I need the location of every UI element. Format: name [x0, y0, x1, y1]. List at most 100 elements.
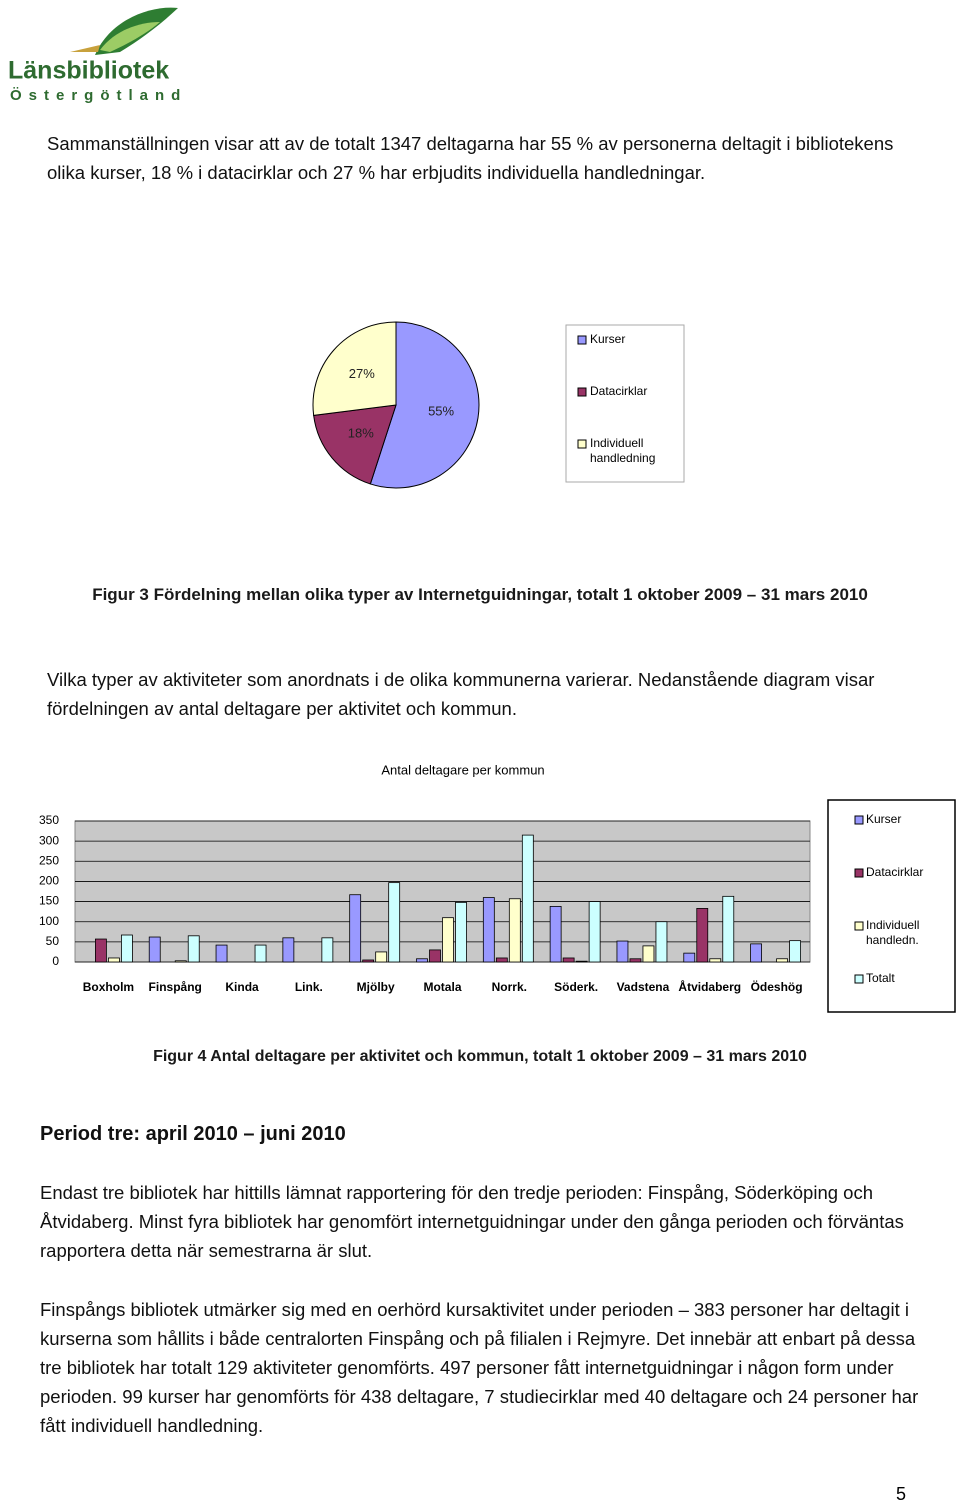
figure-caption: Figur 4 Antal deltagare per aktivitet oc…	[153, 1048, 807, 1065]
legend-label-box: Kurser	[866, 812, 902, 826]
bar	[750, 943, 762, 963]
x-tick-label: Motala	[423, 980, 461, 994]
bar	[776, 958, 788, 963]
logo: Länsbibliotek Östergötland	[8, 7, 187, 104]
pie-slice	[369, 321, 480, 489]
legend-label-box: Kurser	[590, 332, 626, 346]
x-tick-label: Boxholm	[83, 980, 134, 994]
figure-caption: Figur 3 Fördelning mellan olika typer av…	[92, 585, 868, 604]
bar	[121, 934, 133, 963]
legend-label: Kurser	[590, 332, 626, 346]
legend-label: Datacirklar	[866, 865, 924, 879]
bar	[282, 937, 295, 963]
bar	[629, 958, 642, 963]
bar	[722, 895, 735, 963]
bar	[789, 940, 801, 963]
bar	[562, 957, 575, 963]
bar	[508, 898, 521, 963]
bar	[442, 917, 454, 963]
data-label: 18%	[348, 426, 374, 441]
bar	[696, 908, 709, 963]
section-heading: Period tre: april 2010 – juni 2010	[40, 1123, 346, 1145]
bar	[655, 921, 668, 963]
legend-label: Individuell handledn.	[866, 918, 920, 947]
y-tick-label: 350	[39, 813, 59, 827]
y-tick-label: 50	[46, 934, 60, 948]
y-tick-label: 250	[39, 853, 59, 867]
bar	[321, 937, 334, 963]
x-tick-label: Mjölby	[357, 980, 395, 994]
plot-area	[74, 820, 811, 963]
legend-label-box: Individuell handledn.	[866, 918, 920, 947]
legend-label-box: Individuell handledning	[590, 436, 656, 465]
y-tick-label: 300	[39, 833, 59, 847]
intro: Sammanställningen visar att av de totalt…	[47, 133, 894, 183]
paragraph: Endast tre bibliotek har hittills lämnat…	[40, 1182, 904, 1261]
chart-title: Antal deltagare per kommun	[381, 762, 544, 777]
bar	[588, 901, 601, 963]
bar	[174, 960, 187, 963]
x-tick-label: Ödeshög	[751, 979, 803, 994]
y-tick-label: 150	[39, 894, 59, 908]
legend-swatch	[577, 387, 587, 397]
x-tick-label: Kinda	[225, 980, 259, 994]
y-tick-label: 0	[52, 954, 59, 968]
y-tick-label: 200	[39, 874, 59, 888]
bar	[95, 938, 107, 963]
y-tick-label: 100	[39, 914, 59, 928]
bar	[215, 944, 228, 963]
legend-swatch	[577, 335, 587, 345]
x-tick-label: Link.	[295, 980, 323, 994]
paragraph: Finspångs bibliotek utmärker sig med en …	[40, 1299, 919, 1436]
bar	[455, 901, 467, 963]
legend-box	[827, 799, 956, 1013]
pie-slice	[312, 321, 397, 416]
x-tick-label: Åtvidaberg	[678, 979, 741, 994]
bar	[549, 906, 562, 963]
legend-label: Datacirklar	[590, 384, 648, 398]
bar	[495, 957, 508, 963]
page-number: 5	[896, 1484, 907, 1504]
bar	[349, 894, 362, 963]
bar	[429, 949, 441, 963]
bar	[254, 944, 267, 963]
x-tick-label: Vadstena	[617, 980, 670, 994]
legend-label-box: Totalt	[866, 971, 895, 985]
bar	[148, 936, 161, 963]
legend-swatch	[854, 868, 864, 878]
paragraph: Vilka typer av aktiviteter som anordnats…	[47, 669, 875, 719]
bar	[187, 935, 200, 963]
legend-swatch	[854, 921, 864, 931]
bar	[709, 958, 722, 963]
legend-box	[565, 324, 685, 483]
legend-swatch	[577, 439, 587, 449]
x-tick-label: Söderk.	[554, 980, 598, 994]
pie-slice	[313, 404, 397, 485]
legend-label: Totalt	[866, 971, 895, 985]
logo-region: Östergötland	[10, 87, 187, 104]
bar	[416, 958, 428, 963]
bar	[683, 952, 696, 963]
logo-name: Länsbibliotek	[8, 57, 169, 85]
bar	[108, 957, 120, 963]
bar	[362, 959, 375, 963]
legend-label-box: Datacirklar	[590, 384, 648, 398]
bar	[575, 960, 588, 963]
x-tick-label: Norrk.	[492, 980, 527, 994]
legend-label: Kurser	[866, 812, 902, 826]
bar	[521, 834, 534, 963]
legend-swatch	[854, 815, 864, 825]
legend-label-box: Datacirklar	[866, 865, 924, 879]
bar	[482, 897, 495, 963]
data-label: 27%	[349, 366, 375, 381]
x-tick-label: Finspång	[149, 980, 202, 994]
bar	[375, 951, 388, 963]
legend-swatch	[854, 974, 864, 984]
bar	[616, 940, 629, 963]
data-label: 55%	[428, 404, 454, 419]
bar	[642, 945, 655, 963]
bar	[388, 882, 401, 963]
legend-label: Individuell handledning	[590, 436, 656, 465]
